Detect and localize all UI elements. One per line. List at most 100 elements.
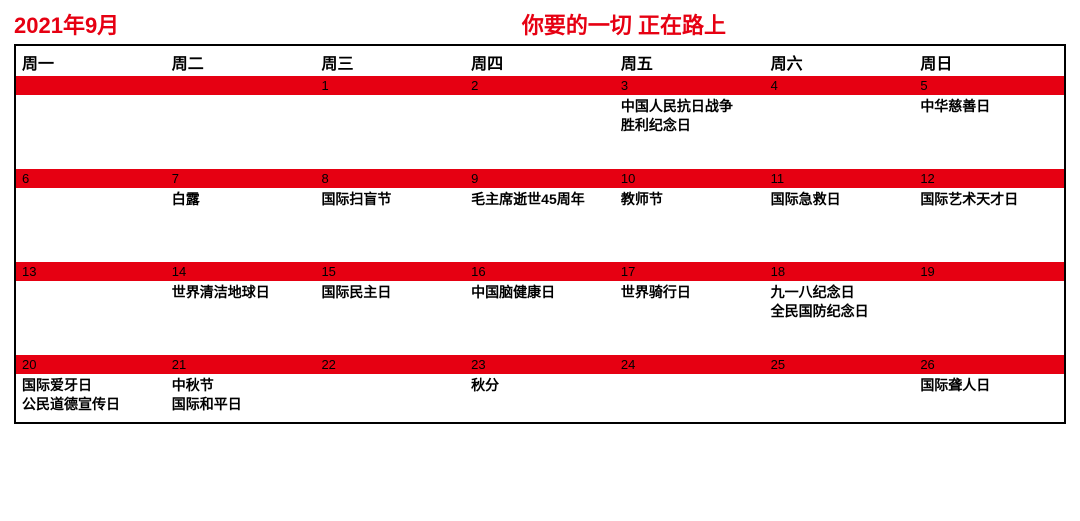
date-number: 13 [16,262,166,281]
event-label: 国际扫盲节 [321,190,459,209]
calendar-cell: 中国人民抗日战争胜利纪念日 [615,95,765,169]
calendar-cell [465,95,615,169]
event-label: 国际民主日 [321,283,459,302]
event-label: 中秋节 [172,376,310,395]
calendar-week: 20212223242526国际爱牙日公民道德宣传日中秋节国际和平日秋分国际聋人… [16,355,1064,422]
event-label: 中国脑健康日 [471,283,609,302]
calendar-cell [16,188,166,262]
date-number: 15 [315,262,465,281]
event-label: 国际爱牙日 [22,376,160,395]
event-label: 世界骑行日 [621,283,759,302]
calendar-cell: 世界骑行日 [615,281,765,355]
event-label: 白露 [172,190,310,209]
event-label: 国际聋人日 [920,376,1058,395]
event-label: 中国人民抗日战争 [621,97,759,116]
date-number: 20 [16,355,166,374]
calendar-cell [615,374,765,422]
calendar-cell: 国际急救日 [765,188,915,262]
event-label: 秋分 [471,376,609,395]
event-label: 教师节 [621,190,759,209]
weekday-header: 周日 [914,46,1064,76]
calendar-cell [315,95,465,169]
event-row: 世界清洁地球日国际民主日中国脑健康日世界骑行日九一八纪念日全民国防纪念日 [16,281,1064,355]
date-number: 7 [166,169,316,188]
event-label: 全民国防纪念日 [771,302,909,321]
date-number: 19 [914,262,1064,281]
calendar-cell [16,95,166,169]
calendar-week: 6789101112白露国际扫盲节毛主席逝世45周年教师节国际急救日国际艺术天才… [16,169,1064,262]
date-number: 9 [465,169,615,188]
date-number: 16 [465,262,615,281]
date-number: 11 [765,169,915,188]
date-number: 22 [315,355,465,374]
date-number-row: 6789101112 [16,169,1064,188]
date-number: 4 [765,76,915,95]
event-row: 中国人民抗日战争胜利纪念日 中华慈善日 [16,95,1064,169]
calendar-cell: 秋分 [465,374,615,422]
date-number: 3 [615,76,765,95]
date-number: 17 [615,262,765,281]
calendar-cell: 九一八纪念日全民国防纪念日 [765,281,915,355]
date-number: 26 [914,355,1064,374]
calendar-cell: 世界清洁地球日 [166,281,316,355]
calendar-cell: 国际扫盲节 [315,188,465,262]
event-label: 九一八纪念日 [771,283,909,302]
event-row: 国际爱牙日公民道德宣传日中秋节国际和平日 秋分 国际聋人日 [16,374,1064,422]
calendar-cell [315,374,465,422]
event-row: 白露国际扫盲节毛主席逝世45周年教师节国际急救日国际艺术天才日 [16,188,1064,262]
date-number [16,76,166,95]
slogan: 你要的一切 正在路上 [522,8,726,40]
weekday-header: 周三 [315,46,465,76]
calendar-cell: 教师节 [615,188,765,262]
month-title: 2021年9月 [14,8,119,40]
date-number: 21 [166,355,316,374]
calendar-cell: 毛主席逝世45周年 [465,188,615,262]
weekday-header: 周四 [465,46,615,76]
date-number-row: 12345 [16,76,1064,95]
date-number: 23 [465,355,615,374]
calendar-week: 12345中国人民抗日战争胜利纪念日中华慈善日 [16,76,1064,169]
calendar-cell: 中国脑健康日 [465,281,615,355]
event-label: 国际急救日 [771,190,909,209]
event-label: 胜利纪念日 [621,116,759,135]
calendar-cell: 中华慈善日 [914,95,1064,169]
calendar-cell [765,374,915,422]
date-number-row: 20212223242526 [16,355,1064,374]
event-label: 国际和平日 [172,395,310,414]
date-number: 2 [465,76,615,95]
weekday-header: 周五 [615,46,765,76]
date-number: 10 [615,169,765,188]
calendar: 周一 周二 周三 周四 周五 周六 周日 12345中国人民抗日战争胜利纪念日中… [14,44,1066,424]
calendar-cell: 国际爱牙日公民道德宣传日 [16,374,166,422]
header-bar: 2021年9月 你要的一切 正在路上 [14,8,1066,40]
date-number: 8 [315,169,465,188]
date-number: 25 [765,355,915,374]
calendar-cell: 中秋节国际和平日 [166,374,316,422]
calendar-cell: 白露 [166,188,316,262]
date-number: 24 [615,355,765,374]
calendar-cell [166,95,316,169]
event-label: 国际艺术天才日 [920,190,1058,209]
calendar-week: 13141516171819世界清洁地球日国际民主日中国脑健康日世界骑行日九一八… [16,262,1064,355]
date-number: 1 [315,76,465,95]
event-label: 中华慈善日 [920,97,1058,116]
date-number-row: 13141516171819 [16,262,1064,281]
calendar-cell: 国际聋人日 [914,374,1064,422]
event-label: 毛主席逝世45周年 [471,190,609,209]
calendar-cell: 国际民主日 [315,281,465,355]
date-number: 18 [765,262,915,281]
weekday-header: 周六 [765,46,915,76]
calendar-cell [914,281,1064,355]
weekday-header-row: 周一 周二 周三 周四 周五 周六 周日 [16,46,1064,76]
event-label: 世界清洁地球日 [172,283,310,302]
calendar-cell [765,95,915,169]
weekday-header: 周二 [166,46,316,76]
date-number: 12 [914,169,1064,188]
event-label: 公民道德宣传日 [22,395,160,414]
weekday-header: 周一 [16,46,166,76]
calendar-cell: 国际艺术天才日 [914,188,1064,262]
date-number: 5 [914,76,1064,95]
date-number: 6 [16,169,166,188]
date-number: 14 [166,262,316,281]
date-number [166,76,316,95]
